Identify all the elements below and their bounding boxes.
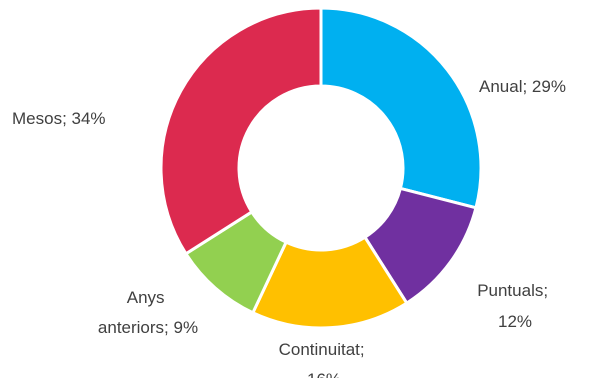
- label-continuitat-line2: 16%: [307, 370, 341, 378]
- label-anys-anteriors: Anys anteriors; 9%: [98, 288, 198, 337]
- label-puntuals-line1: Puntuals;: [477, 281, 548, 300]
- label-puntuals-line2: 12%: [498, 312, 532, 331]
- label-puntuals: Puntuals; 12%: [477, 281, 553, 331]
- label-continuitat-line1: Continuitat;: [279, 340, 365, 359]
- label-anys-line2: anteriors; 9%: [98, 318, 198, 337]
- label-anual: Anual; 29%: [479, 77, 566, 96]
- label-anys-line1: Anys: [127, 288, 165, 307]
- label-mesos: Mesos; 34%: [12, 109, 106, 128]
- slice-anual: [319, 6, 483, 210]
- chart-slices: [159, 6, 483, 330]
- slice-continuitat: [251, 235, 409, 330]
- slice-mesos: [159, 6, 323, 256]
- label-continuitat: Continuitat; 16%: [279, 340, 370, 378]
